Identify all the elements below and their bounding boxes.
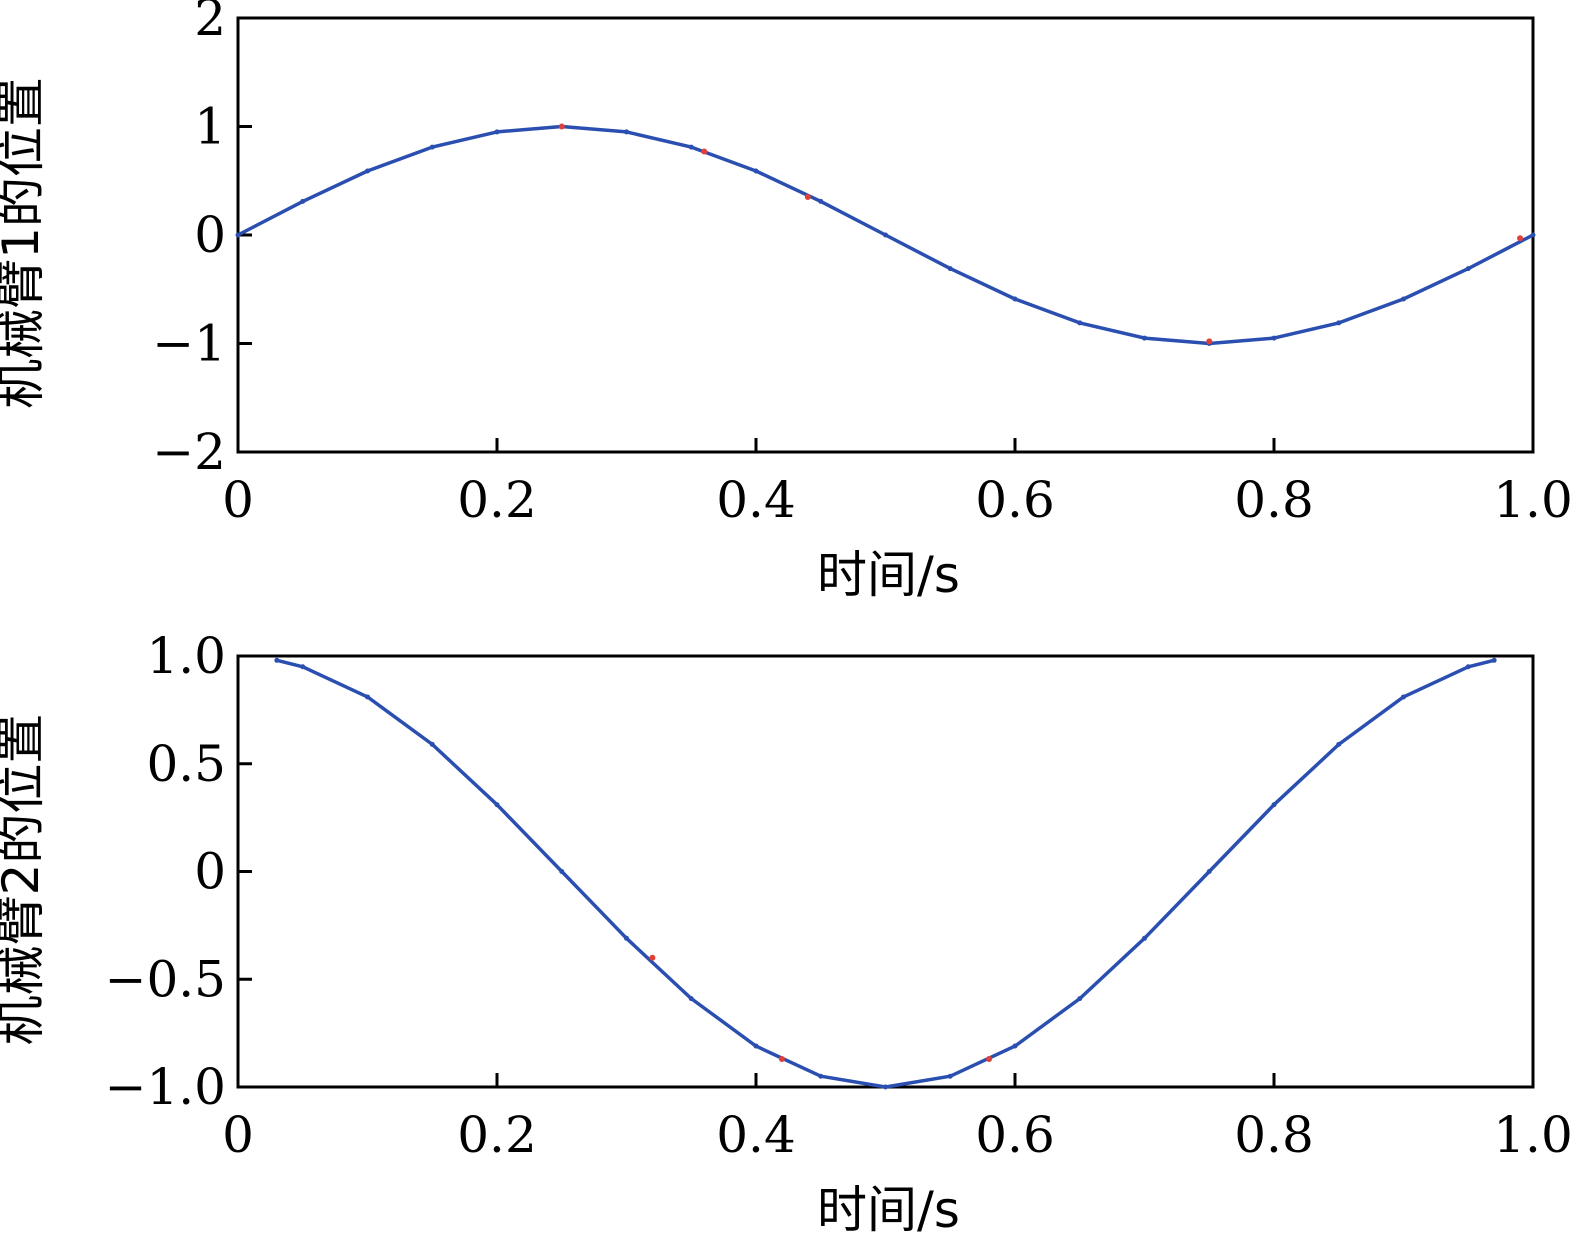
series-point [365,168,370,174]
marker-point [701,148,708,155]
series-point [494,802,500,808]
series-point [1077,320,1083,326]
series-point [1271,802,1277,808]
x-tick-label: 0.2 [457,471,537,529]
series-line [276,658,1495,1089]
x-tick-label: 1.0 [1493,1106,1571,1164]
series-point [494,129,500,135]
x-tick-label: 0.6 [975,471,1055,529]
series-point [1012,296,1018,302]
series-point [235,232,241,238]
series-point [274,657,280,663]
y-tick-label: 1.0 [146,627,226,685]
y-tick-label: 0 [194,206,226,264]
series-point [1336,741,1342,747]
marker-point [986,1055,993,1062]
series-point [300,198,306,204]
chart-panel-arm-1: 0 0.2 0.4 0.6 0.8 1.0 2 1 0 −1 −2 时间/s 机械臂1的位置 [0,0,1571,604]
y-axis-title: 机械臂1的位置 [0,77,50,409]
series-point [947,266,953,272]
x-axis-title: 时间/s [817,1181,960,1236]
x-tick-label: 1.0 [1493,471,1571,529]
series-point [1077,996,1083,1002]
series-point [365,694,370,700]
x-tick-label: 0 [222,471,254,529]
series-point [818,1073,824,1079]
series-point [1336,320,1342,326]
x-tick-label: 0.4 [716,471,796,529]
y-tick-label: −1.0 [105,1058,226,1116]
x-tick-label: 0.6 [975,1106,1055,1164]
y-tick-label: 1 [194,98,226,156]
x-tick-label: 0.8 [1234,1106,1314,1164]
series-point [1530,232,1536,238]
series-point [947,1073,953,1079]
series-point [1206,869,1212,874]
series-point [624,935,629,941]
y-tick-label: −2 [152,423,226,481]
series-point [883,1084,888,1090]
marker-point [778,1055,785,1062]
series-point [1465,664,1471,670]
series-point [1491,657,1497,663]
series-point [1012,1043,1018,1049]
x-tick-label: 0.2 [457,1106,537,1164]
series-point [688,144,694,150]
x-axis-title: 时间/s [817,546,960,604]
series-point [818,198,824,204]
marker-point [649,954,656,961]
series-point [1142,335,1147,341]
series-point [429,741,435,747]
series-point [753,168,759,174]
chart-panel-arm-2: 0 0.2 0.4 0.6 0.8 1.0 1.0 0.5 0 −0.5 −1.0 时间/s 机械臂2的… [0,627,1571,1236]
series-point [429,144,435,150]
y-axis-title: 机械臂2的位置 [0,714,50,1046]
y-tick-label: 0 [194,843,226,901]
x-tick-label: 0.4 [716,1106,796,1164]
series-point [1465,266,1471,272]
series-point [1142,935,1147,941]
marker-point [1517,235,1524,242]
y-tick-label: −1 [152,315,226,373]
series-point [688,996,694,1002]
x-tick-label: 0.8 [1234,471,1314,529]
series-point [1271,335,1277,341]
y-tick-label: 2 [194,0,226,47]
series-point [1401,296,1406,302]
series-point [624,129,629,135]
series-point [300,664,306,670]
marker-point [804,194,811,201]
marker-point [1206,338,1213,345]
marker-point [558,123,565,130]
series-point [883,232,888,238]
series-point [559,869,565,874]
x-tick-label: 0 [222,1106,254,1164]
y-tick-label: 0.5 [146,735,226,793]
series-point [1401,694,1406,700]
series-point [753,1043,759,1049]
plot-frame [236,654,1535,1089]
y-tick-label: −0.5 [105,950,226,1008]
